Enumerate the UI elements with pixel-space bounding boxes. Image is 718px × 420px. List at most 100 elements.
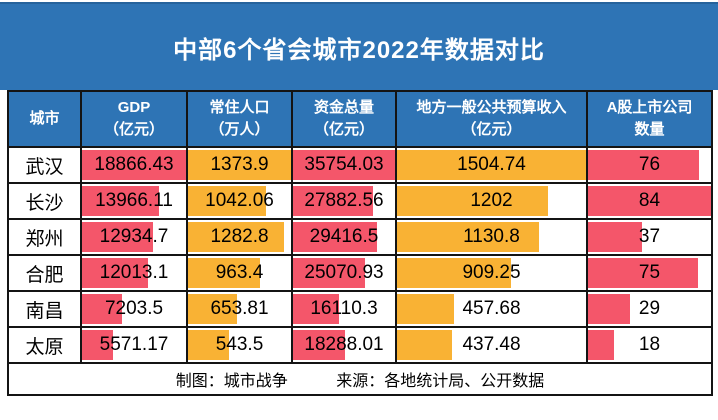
- value-text: 7203.5: [104, 298, 164, 319]
- chart-title: 中部6个省会城市2022年数据对比: [173, 36, 545, 64]
- city-cell: 南昌: [7, 290, 82, 328]
- value-text: 84: [638, 190, 661, 211]
- value-text: 5571.17: [99, 334, 169, 355]
- table-row: 合肥 12013.1 963.4 25070.93 909.25 75: [7, 254, 713, 292]
- value-text: 543.5: [215, 334, 264, 355]
- value-bar: [294, 294, 339, 324]
- value-bar: [398, 294, 455, 324]
- value-bar: [83, 258, 149, 288]
- table-row: 武汉 18866.43 1373.9 35754.03 1504.74 76: [7, 146, 713, 184]
- value-cell: 35754.03: [291, 146, 397, 184]
- value-text: 29416.5: [309, 226, 379, 247]
- footer-cell: 制图：城市战争 来源：各地统计局、公开数据: [7, 362, 713, 396]
- value-bar: [294, 186, 373, 216]
- value-bar: [294, 150, 394, 180]
- data-table: 城市 GDP （亿元） 常住人口 （万人） 资金总量 （亿元） 地方一般公共预算收入 （亿元） A…: [7, 90, 713, 396]
- column-header: 常住人口 （万人）: [186, 90, 293, 148]
- value-cell: 1202: [395, 182, 588, 220]
- value-bar: [589, 258, 698, 288]
- value-bar: [398, 330, 452, 360]
- value-cell: 84: [586, 182, 713, 220]
- value-cell: 18: [586, 326, 713, 364]
- value-bar: [589, 294, 631, 324]
- value-cell: 1373.9: [186, 146, 293, 184]
- value-cell: 1130.8: [395, 218, 588, 256]
- value-text: 1373.9: [210, 154, 269, 175]
- value-text: 35754.03: [304, 154, 384, 175]
- value-text: 29: [638, 298, 661, 319]
- value-bar: [398, 222, 540, 252]
- value-cell: 37: [586, 218, 713, 256]
- city-cell: 长沙: [7, 182, 82, 220]
- value-cell: 7203.5: [80, 290, 188, 328]
- value-cell: 1504.74: [395, 146, 588, 184]
- value-bar: [398, 186, 548, 216]
- value-bar: [83, 330, 113, 360]
- value-cell: 653.81: [186, 290, 293, 328]
- table-row: 长沙 13966.11 1042.06 27882.56 1202 84: [7, 182, 713, 220]
- value-cell: 76: [586, 146, 713, 184]
- value-bar: [83, 186, 159, 216]
- footer-source: 来源：各地统计局、公开数据: [336, 373, 545, 390]
- value-text: 1042.06: [205, 190, 274, 211]
- value-text: 1504.74: [457, 154, 526, 175]
- value-cell: 18288.01: [291, 326, 397, 364]
- header-row: 城市 GDP （亿元） 常住人口 （万人） 资金总量 （亿元） 地方一般公共预算收入 （亿元） A…: [7, 90, 713, 148]
- table-row: 南昌 7203.5 653.81 16110.3 457.68 29: [7, 290, 713, 328]
- value-cell: 5571.17: [80, 326, 188, 364]
- value-text: 12013.1: [99, 262, 169, 283]
- value-cell: 457.68: [395, 290, 588, 328]
- value-cell: 13966.11: [80, 182, 188, 220]
- value-text: 27882.56: [304, 190, 384, 211]
- value-text: 18: [638, 334, 661, 355]
- value-cell: 543.5: [186, 326, 293, 364]
- value-cell: 16110.3: [291, 290, 397, 328]
- footer-credit: 制图：城市战争: [175, 373, 288, 390]
- value-text: 75: [638, 262, 661, 283]
- value-text: 963.4: [215, 262, 264, 283]
- value-text: 13966.11: [95, 190, 173, 211]
- value-cell: 29: [586, 290, 713, 328]
- value-bar: [189, 258, 261, 288]
- value-cell: 27882.56: [291, 182, 397, 220]
- value-bar: [189, 222, 285, 252]
- value-bar: [398, 258, 512, 288]
- value-cell: 18866.43: [80, 146, 188, 184]
- value-text: 76: [638, 154, 661, 175]
- city-cell: 太原: [7, 326, 82, 364]
- value-bar: [189, 186, 267, 216]
- footer-row: 制图：城市战争 来源：各地统计局、公开数据: [7, 362, 713, 396]
- value-cell: 75: [586, 254, 713, 292]
- value-bar: [398, 150, 585, 180]
- value-cell: 29416.5: [291, 218, 397, 256]
- column-header: 资金总量 （亿元）: [291, 90, 397, 148]
- value-bar: [189, 294, 238, 324]
- value-bar: [589, 150, 700, 180]
- column-header: GDP （亿元）: [80, 90, 188, 148]
- column-header: A股上市公司 数量: [586, 90, 713, 148]
- table-body: 武汉 18866.43 1373.9 35754.03 1504.74 76 长沙 13966…: [7, 146, 713, 364]
- value-cell: 1282.8: [186, 218, 293, 256]
- value-cell: 963.4: [186, 254, 293, 292]
- value-cell: 12934.7: [80, 218, 188, 256]
- table-row: 郑州 12934.7 1282.8 29416.5 1130.8 37: [7, 218, 713, 256]
- value-bar: [83, 294, 122, 324]
- value-text: 909.25: [462, 262, 521, 283]
- value-text: 1130.8: [463, 226, 520, 247]
- value-bar: [589, 330, 615, 360]
- value-text: 25070.93: [304, 262, 384, 283]
- title-banner: 中部6个省会城市2022年数据对比: [0, 2, 718, 90]
- value-bar: [189, 330, 229, 360]
- value-cell: 1042.06: [186, 182, 293, 220]
- value-bar: [294, 258, 365, 288]
- value-text: 457.68: [462, 298, 521, 319]
- city-cell: 合肥: [7, 254, 82, 292]
- city-cell: 武汉: [7, 146, 82, 184]
- city-cell: 郑州: [7, 218, 82, 256]
- value-text: 18866.43: [94, 154, 174, 175]
- value-bar: [294, 330, 346, 360]
- value-text: 1202: [470, 190, 513, 211]
- value-bar: [83, 150, 185, 180]
- value-bar: [589, 222, 643, 252]
- column-header: 地方一般公共预算收入 （亿元）: [395, 90, 588, 148]
